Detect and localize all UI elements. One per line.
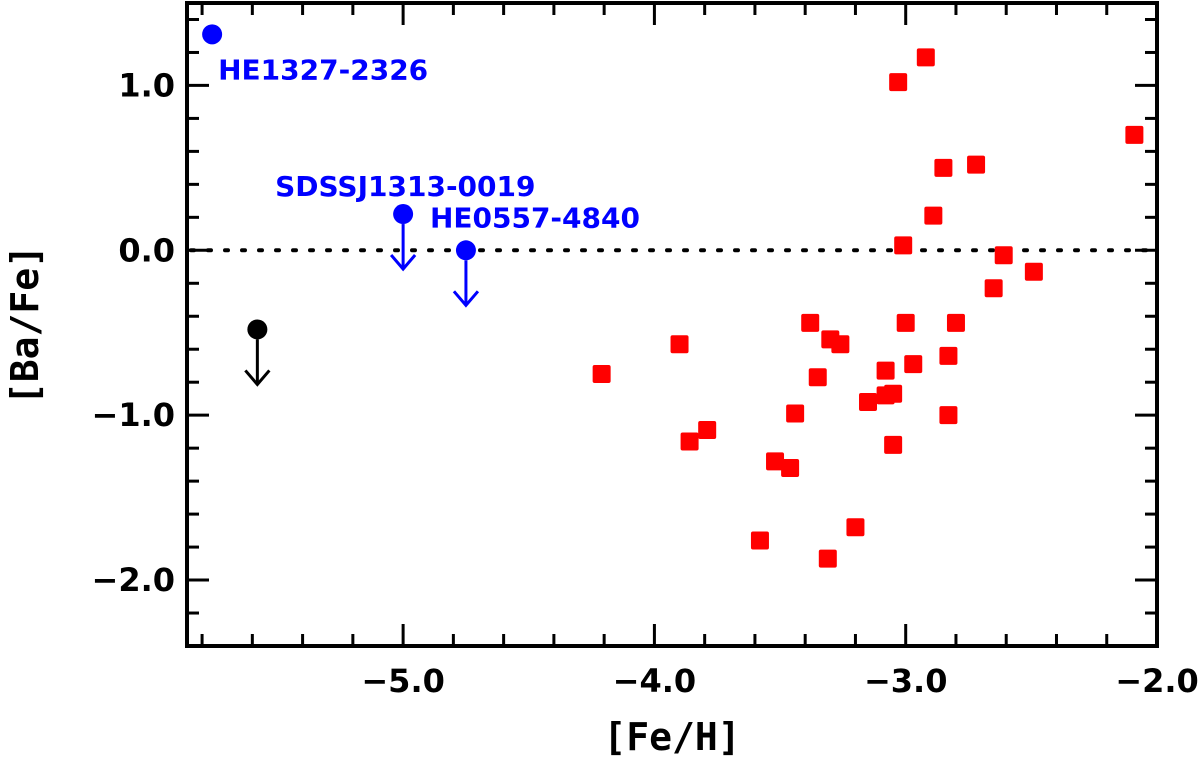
y-tick-label: 1.0 bbox=[118, 66, 175, 104]
y-tick-label: −1.0 bbox=[92, 396, 176, 434]
star-label: SDSSJ1313-0019 bbox=[275, 170, 535, 203]
star-label: HE0557-4840 bbox=[430, 201, 640, 234]
data-point-square bbox=[670, 335, 689, 354]
data-point-square bbox=[698, 421, 717, 440]
data-point-square bbox=[859, 392, 878, 411]
data-point-square bbox=[831, 335, 850, 354]
upper-limit-arrow-head bbox=[452, 290, 480, 308]
data-point-square bbox=[889, 73, 908, 92]
data-point-square bbox=[846, 518, 865, 537]
y-tick-labels: 1.0 0.0 −1.0 −2.0 bbox=[92, 66, 176, 599]
y-axis-label: [Ba/Fe] bbox=[3, 245, 47, 405]
star-label: HE1327-2326 bbox=[218, 53, 428, 86]
data-point-square bbox=[786, 404, 805, 423]
x-axis-label: [Fe/H] bbox=[603, 715, 740, 759]
data-point-square bbox=[884, 384, 903, 403]
data-point-square bbox=[916, 48, 935, 67]
data-point-circle bbox=[202, 24, 223, 45]
data-point-circle bbox=[455, 240, 476, 261]
data-point-square bbox=[1125, 125, 1144, 144]
y-tick-label: −2.0 bbox=[92, 561, 176, 599]
data-point-square bbox=[766, 452, 785, 471]
data-point-square bbox=[801, 313, 820, 332]
x-tick-label: −2.0 bbox=[1115, 662, 1199, 700]
data-point-square bbox=[904, 355, 923, 374]
data-point-circle bbox=[247, 319, 268, 340]
y-tick-label: 0.0 bbox=[118, 231, 175, 269]
data-point-square bbox=[884, 435, 903, 454]
x-tick-label: −4.0 bbox=[613, 662, 697, 700]
x-tick-labels: −5.0 −4.0 −3.0 −2.0 bbox=[361, 662, 1198, 700]
data-point-square bbox=[894, 236, 913, 255]
data-point-square bbox=[934, 158, 953, 177]
data-point-square bbox=[876, 361, 895, 380]
data-point-square bbox=[808, 368, 827, 387]
x-tick-label: −5.0 bbox=[361, 662, 445, 700]
data-point-square bbox=[939, 406, 958, 425]
data-point-square bbox=[680, 432, 699, 451]
axis-ticks bbox=[187, 3, 1159, 646]
data-point-square bbox=[984, 279, 1003, 298]
upper-limit-arrow-head bbox=[244, 369, 271, 387]
data-point-square bbox=[1024, 262, 1043, 281]
data-point-square bbox=[994, 246, 1013, 265]
data-point-square bbox=[592, 364, 611, 383]
plot-frame bbox=[185, 1, 1159, 648]
data-point-square bbox=[967, 155, 986, 174]
x-tick-label: −3.0 bbox=[864, 662, 948, 700]
data-point-square bbox=[939, 346, 958, 365]
data-point-square bbox=[924, 206, 943, 225]
data-point-square bbox=[818, 549, 837, 568]
data-point-circle bbox=[393, 204, 414, 225]
upper-limit-arrow-head bbox=[389, 254, 417, 272]
data-point-square bbox=[750, 531, 769, 550]
data-point-square bbox=[946, 313, 965, 332]
data-point-square bbox=[781, 458, 800, 477]
data-point-square bbox=[896, 313, 915, 332]
